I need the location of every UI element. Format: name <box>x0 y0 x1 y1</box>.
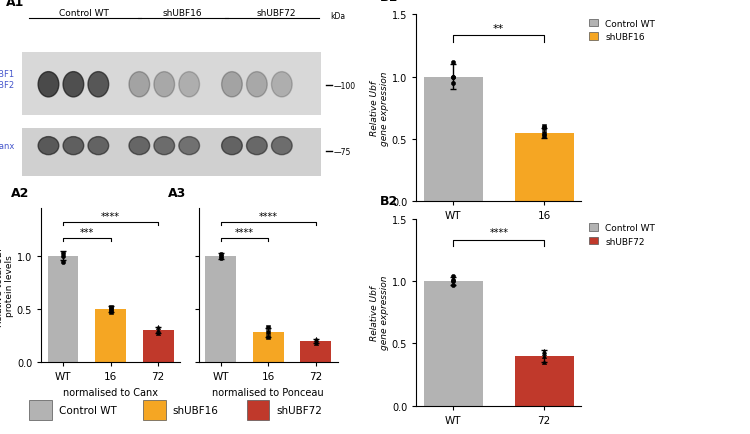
Point <box>310 338 322 345</box>
Ellipse shape <box>129 137 150 155</box>
Ellipse shape <box>38 137 58 155</box>
Text: A1: A1 <box>6 0 24 10</box>
Ellipse shape <box>178 72 200 98</box>
FancyBboxPatch shape <box>22 128 321 177</box>
Text: ****: **** <box>101 211 120 221</box>
Text: UBF1
UBF2: UBF1 UBF2 <box>0 69 15 90</box>
Bar <box>253 332 284 362</box>
Bar <box>424 281 483 406</box>
Bar <box>514 356 574 406</box>
Y-axis label: Relative total UBF
protein levels: Relative total UBF protein levels <box>0 245 14 326</box>
Point <box>214 250 226 257</box>
Point <box>538 134 550 141</box>
Ellipse shape <box>178 137 200 155</box>
Text: **: ** <box>494 24 504 34</box>
Point <box>447 74 459 81</box>
Text: —100: —100 <box>334 82 356 90</box>
Ellipse shape <box>221 137 242 155</box>
Text: ****: **** <box>489 228 508 238</box>
Ellipse shape <box>88 72 109 98</box>
Point <box>262 333 274 340</box>
Point <box>57 250 69 256</box>
Point <box>104 306 117 313</box>
Point <box>104 309 117 316</box>
Legend: Control WT, shUBF72: Control WT, shUBF72 <box>589 224 656 246</box>
Point <box>447 278 459 285</box>
Ellipse shape <box>247 72 267 98</box>
Point <box>262 329 274 336</box>
FancyBboxPatch shape <box>22 53 321 116</box>
Ellipse shape <box>221 72 242 98</box>
Ellipse shape <box>38 72 58 98</box>
Point <box>214 255 226 262</box>
Text: Canx: Canx <box>0 142 15 151</box>
Ellipse shape <box>154 137 175 155</box>
Point <box>447 276 459 283</box>
Point <box>538 124 550 131</box>
FancyBboxPatch shape <box>29 400 52 420</box>
Point <box>57 259 69 266</box>
Point <box>262 324 274 331</box>
Text: A2: A2 <box>10 186 29 199</box>
Point <box>214 253 226 260</box>
Point <box>447 80 459 87</box>
Text: A3: A3 <box>168 186 187 199</box>
Bar <box>514 133 574 202</box>
Text: shUBF72: shUBF72 <box>276 405 322 415</box>
Legend: Control WT, shUBF16: Control WT, shUBF16 <box>589 20 656 42</box>
Point <box>538 125 550 132</box>
Point <box>104 304 117 311</box>
Ellipse shape <box>154 72 175 98</box>
Point <box>538 350 550 357</box>
Ellipse shape <box>272 72 292 98</box>
Text: ****: **** <box>235 227 254 237</box>
X-axis label: normalised to Ponceau: normalised to Ponceau <box>212 387 324 397</box>
Ellipse shape <box>247 137 267 155</box>
Text: Control WT: Control WT <box>59 10 109 18</box>
Point <box>310 340 322 347</box>
Ellipse shape <box>63 137 84 155</box>
Point <box>538 359 550 366</box>
Bar <box>424 77 483 202</box>
Bar <box>142 331 174 362</box>
Text: shUBF72: shUBF72 <box>256 10 296 18</box>
Text: kDa: kDa <box>330 12 345 21</box>
Text: B1: B1 <box>380 0 398 4</box>
Text: ****: **** <box>259 211 278 221</box>
Point <box>538 130 550 137</box>
FancyBboxPatch shape <box>247 400 269 420</box>
Bar <box>95 309 126 362</box>
Bar <box>300 341 332 362</box>
Bar <box>47 256 79 362</box>
Y-axis label: Relative Ubf
gene expression: Relative Ubf gene expression <box>370 71 389 146</box>
Point <box>57 253 69 260</box>
Ellipse shape <box>88 137 109 155</box>
Ellipse shape <box>272 137 292 155</box>
Bar <box>205 256 236 362</box>
X-axis label: normalised to Canx: normalised to Canx <box>63 387 158 397</box>
Point <box>538 352 550 359</box>
Point <box>152 330 164 337</box>
Point <box>447 59 459 66</box>
Text: B2: B2 <box>380 195 398 208</box>
Point <box>310 335 322 342</box>
Text: ***: *** <box>80 227 94 237</box>
Point <box>152 327 164 334</box>
Text: Control WT: Control WT <box>58 405 116 415</box>
FancyBboxPatch shape <box>143 400 166 420</box>
Point <box>447 74 459 81</box>
Point <box>447 282 459 289</box>
Text: —75: —75 <box>334 147 351 156</box>
Point <box>152 324 164 331</box>
Text: shUBF16: shUBF16 <box>162 10 202 18</box>
Y-axis label: Relative Ubf
gene expression: Relative Ubf gene expression <box>370 275 389 350</box>
Ellipse shape <box>63 72 84 98</box>
Point <box>538 348 550 355</box>
Ellipse shape <box>129 72 150 98</box>
Text: shUBF16: shUBF16 <box>172 405 218 415</box>
Point <box>447 273 459 280</box>
